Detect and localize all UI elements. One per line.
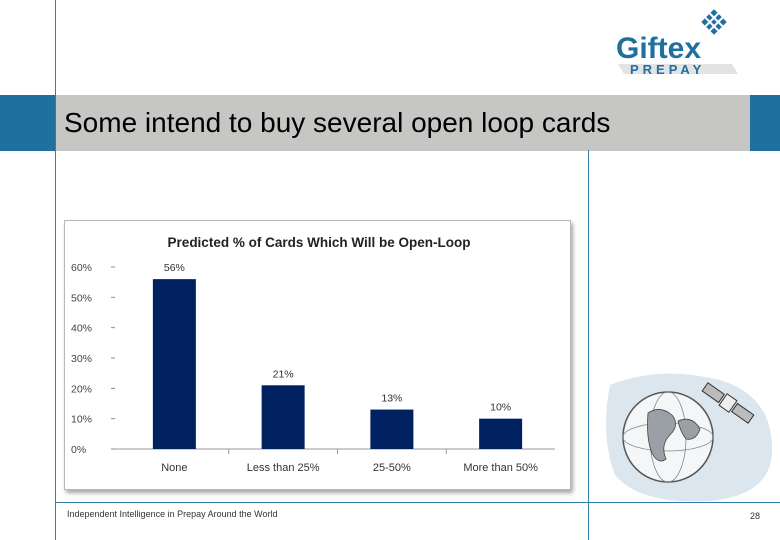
logo-subtitle: PREPAY xyxy=(630,62,705,77)
category-label: None xyxy=(161,462,187,474)
footer-rule xyxy=(55,502,780,503)
category-label: More than 50% xyxy=(463,462,538,474)
y-tick-label: 40% xyxy=(71,323,92,335)
y-tick-label: 50% xyxy=(71,292,92,304)
y-tick-label: 20% xyxy=(71,383,92,395)
data-label: 13% xyxy=(381,393,402,405)
chart-title: Predicted % of Cards Which Will be Open-… xyxy=(168,235,471,250)
bar-chart: Predicted % of Cards Which Will be Open-… xyxy=(71,235,555,474)
logo-wordmark: Giftex xyxy=(616,32,701,65)
category-label: 25-50% xyxy=(373,462,411,474)
footer-tagline: Independent Intelligence in Prepay Aroun… xyxy=(67,509,278,519)
bar xyxy=(261,385,305,449)
y-tick-label: 0% xyxy=(71,444,86,456)
right-rule xyxy=(588,150,589,540)
chart-frame: Predicted % of Cards Which Will be Open-… xyxy=(64,220,571,490)
bar xyxy=(370,409,414,449)
left-rule xyxy=(55,0,56,540)
y-tick-label: 30% xyxy=(71,353,92,365)
category-label: Less than 25% xyxy=(247,462,320,474)
logo-swoosh xyxy=(618,64,738,74)
title-box xyxy=(56,95,750,151)
y-tick-label: 10% xyxy=(71,414,92,426)
data-label: 10% xyxy=(490,402,511,414)
data-label: 56% xyxy=(164,262,185,274)
giftex-logo: Giftex PREPAY xyxy=(616,9,738,77)
data-label: 21% xyxy=(273,368,294,380)
globe-satellite-illustration xyxy=(606,373,773,502)
y-tick-label: 60% xyxy=(71,262,92,274)
page-number: 28 xyxy=(750,511,761,521)
bar xyxy=(152,279,196,449)
slide-title: Some intend to buy several open loop car… xyxy=(64,107,611,138)
bar xyxy=(479,418,523,449)
